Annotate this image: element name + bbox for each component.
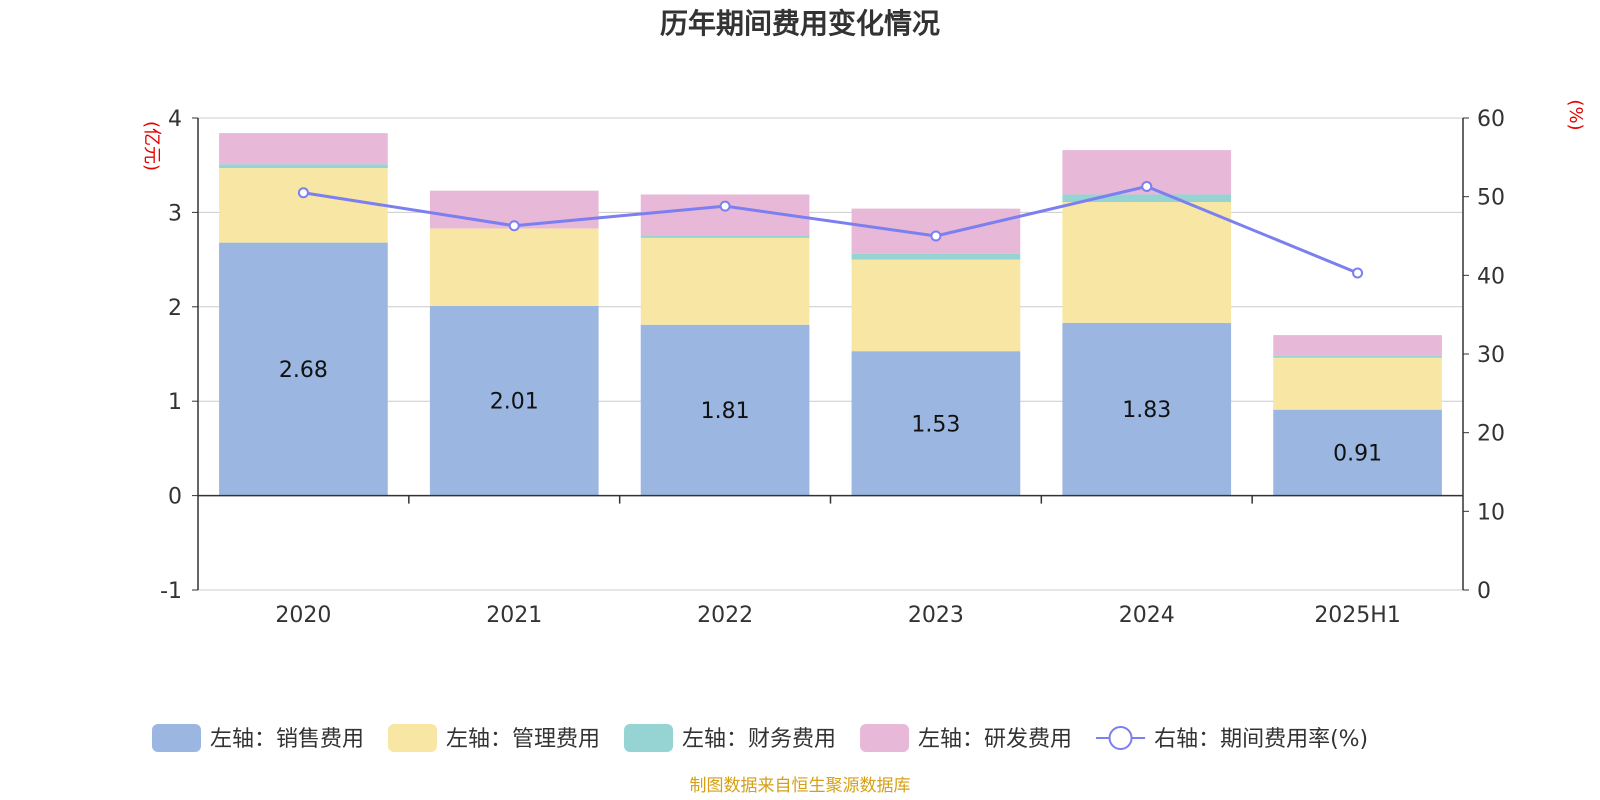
chart-title: 历年期间费用变化情况 bbox=[660, 7, 940, 40]
bar-segment bbox=[219, 133, 388, 165]
bar-value-label: 0.91 bbox=[1333, 442, 1382, 467]
legend-label: 左轴：管理费用 bbox=[446, 727, 600, 752]
legend-label: 左轴：财务费用 bbox=[682, 727, 836, 752]
legend-swatch bbox=[860, 724, 910, 752]
bar-segment bbox=[1273, 355, 1442, 358]
category-label: 2024 bbox=[1119, 603, 1175, 628]
left-tick-label: 0 bbox=[168, 485, 182, 510]
bar-segment bbox=[1062, 322, 1232, 496]
right-tick-label: 30 bbox=[1477, 343, 1505, 368]
right-tick-label: 0 bbox=[1477, 579, 1491, 604]
bar-segment bbox=[851, 259, 1021, 352]
category-label: 2021 bbox=[486, 603, 542, 628]
bar-segment bbox=[219, 168, 388, 243]
bar-segment bbox=[219, 164, 388, 169]
bar-value-label: 1.53 bbox=[911, 412, 960, 437]
source-note: 制图数据来自恒生聚源数据库 bbox=[690, 776, 911, 796]
bar-segment bbox=[1273, 335, 1442, 356]
category-label: 2020 bbox=[275, 603, 331, 628]
rate-point bbox=[719, 200, 731, 212]
bar-segment bbox=[1062, 202, 1232, 323]
bar-segment bbox=[429, 305, 599, 496]
bar-segment bbox=[1273, 409, 1442, 496]
legend-swatch bbox=[152, 724, 201, 752]
bar-segment bbox=[640, 324, 810, 496]
gridlines bbox=[198, 117, 1463, 591]
bar-value-label: 2.01 bbox=[490, 390, 539, 415]
category-label: 2023 bbox=[908, 603, 964, 628]
right-tick-label: 60 bbox=[1477, 107, 1505, 132]
bar-segment bbox=[429, 228, 599, 306]
left-tick-label: 2 bbox=[168, 296, 182, 321]
rate-point bbox=[297, 187, 309, 199]
legend: 左轴：销售费用 左轴：管理费用 左轴：财务费用 左轴：研发费用 右轴：期间费用率(%) bbox=[152, 724, 1368, 752]
right-tick-label: 10 bbox=[1477, 500, 1505, 525]
bar-value-label: 1.81 bbox=[701, 399, 750, 424]
bar-segment bbox=[1062, 194, 1232, 203]
left-axis-unit: (亿元) bbox=[141, 121, 162, 171]
right-axis-unit: (%) bbox=[1565, 99, 1586, 130]
left-tick-label: -1 bbox=[160, 579, 182, 604]
legend-marker bbox=[1108, 726, 1133, 750]
right-tick-label: 40 bbox=[1477, 264, 1505, 289]
bar-value-label: 1.83 bbox=[1122, 398, 1171, 423]
right-tick-label: 20 bbox=[1477, 422, 1505, 447]
left-tick-label: 4 bbox=[168, 107, 182, 132]
rate-point bbox=[930, 230, 942, 242]
category-label: 2025H1 bbox=[1314, 603, 1401, 628]
bar-segment bbox=[640, 236, 810, 238]
line-layer bbox=[297, 180, 1364, 279]
legend-label: 左轴：销售费用 bbox=[210, 727, 364, 752]
category-label: 2022 bbox=[697, 603, 753, 628]
bar-layer bbox=[219, 133, 1442, 496]
rate-point bbox=[1141, 180, 1153, 192]
bar-label-layer: 2.68 2.01 1.81 1.53 1.83 0.91 bbox=[279, 358, 1382, 467]
bar-segment bbox=[1273, 357, 1442, 410]
bar-segment bbox=[851, 351, 1021, 496]
bar-value-label: 2.68 bbox=[279, 358, 328, 383]
left-tick-label: 3 bbox=[168, 201, 182, 226]
legend-swatch bbox=[624, 724, 674, 752]
legend-label: 左轴：研发费用 bbox=[918, 727, 1072, 752]
right-tick-label: 50 bbox=[1477, 186, 1505, 211]
bar-segment bbox=[640, 237, 810, 325]
rate-point bbox=[508, 220, 520, 232]
rate-point bbox=[1352, 267, 1364, 279]
legend-swatch bbox=[388, 724, 438, 752]
legend-label: 右轴：期间费用率(%) bbox=[1154, 727, 1368, 752]
left-tick-label: 1 bbox=[168, 390, 182, 415]
bar-segment bbox=[851, 253, 1021, 260]
rate-line bbox=[303, 184, 1359, 275]
bar-segment bbox=[219, 242, 388, 496]
